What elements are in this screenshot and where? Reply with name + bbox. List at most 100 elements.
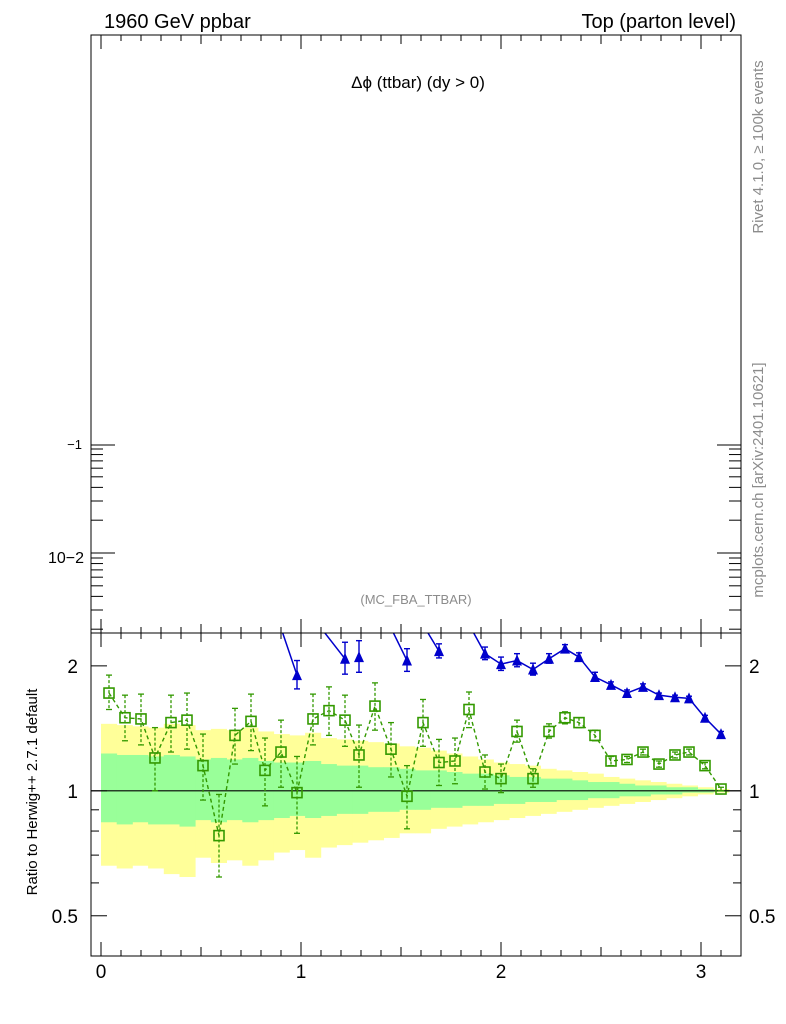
band-1-bin-21 xyxy=(430,770,447,808)
y-tick-label: 1 xyxy=(67,782,78,803)
blue-point xyxy=(496,658,506,670)
green-point xyxy=(275,746,287,758)
green-point xyxy=(165,716,177,729)
band-1-bin-14 xyxy=(320,764,337,816)
band-1-bin-31 xyxy=(587,782,604,799)
ratio-panel-frame xyxy=(90,632,742,957)
blue-point xyxy=(606,678,616,690)
green-point xyxy=(229,729,241,742)
ratio-panel: 0 1 2 3 0.5 0.5 1 1 2 2 Ratio to Herwig++ 2.7.1 d… xyxy=(24,632,775,983)
green-point xyxy=(589,729,601,742)
green-point xyxy=(417,716,429,729)
process-label: Top (parton level) xyxy=(581,11,736,33)
band-1-bin-35 xyxy=(650,785,667,795)
band-1-bin-23 xyxy=(462,773,479,806)
green-series-line xyxy=(108,692,722,836)
green-point xyxy=(621,753,633,766)
band-1-bin-15 xyxy=(336,765,353,814)
green-point xyxy=(543,725,555,738)
x-tick-label: 0 xyxy=(96,962,107,983)
main-ytick-label-1e-2: 10−2 xyxy=(48,550,84,567)
blue-point xyxy=(684,692,694,704)
blue-point xyxy=(512,654,522,666)
band-1-bin-29 xyxy=(556,778,573,801)
green-point xyxy=(149,752,161,764)
blue-offscale-segment xyxy=(427,633,440,652)
blue-point xyxy=(622,687,632,699)
green-point xyxy=(323,704,335,717)
green-point xyxy=(527,772,539,785)
green-point xyxy=(573,716,585,729)
band-1-bin-17 xyxy=(367,767,384,812)
blue-point xyxy=(528,663,538,675)
green-point xyxy=(245,715,257,728)
green-point xyxy=(401,790,413,803)
y-tick-label: 0.5 xyxy=(52,907,78,928)
band-1-bin-37 xyxy=(681,787,698,793)
band-1-bin-2 xyxy=(132,754,149,823)
green-point xyxy=(213,829,225,842)
rivet-label: Rivet 4.1.0, ≥ 100k events xyxy=(750,60,767,233)
analysis-label: (MC_FBA_TTBAR) xyxy=(360,592,471,607)
band-1-bin-5 xyxy=(179,756,196,827)
main-panel: Δϕ (ttbar) (dy > 0) (MC_FBA_TTBAR) −1 10… xyxy=(48,34,742,634)
green-point xyxy=(449,755,461,767)
blue-point xyxy=(480,647,490,659)
blue-series-line xyxy=(484,647,722,735)
band-1-bin-7 xyxy=(210,757,227,823)
green-point xyxy=(699,759,711,772)
uncertainty-bands xyxy=(101,723,730,877)
band-1-bin-32 xyxy=(603,782,620,799)
y-tick-label-right: 2 xyxy=(749,657,760,678)
green-point xyxy=(715,783,727,795)
series-green-squares xyxy=(103,674,727,878)
blue-offscale-segment xyxy=(472,633,486,655)
main-title: Δϕ (ttbar) (dy > 0) xyxy=(351,73,485,92)
blue-point xyxy=(340,652,350,664)
green-point xyxy=(605,755,617,767)
blue-point xyxy=(560,642,570,654)
green-point xyxy=(653,758,665,770)
blue-point xyxy=(402,654,412,666)
blue-point xyxy=(700,711,710,723)
main-ytick-label-minus1: −1 xyxy=(67,437,82,452)
band-1-bin-19 xyxy=(399,768,416,810)
blue-point xyxy=(354,651,364,663)
green-point xyxy=(637,746,649,758)
band-1-bin-9 xyxy=(242,757,259,823)
band-1-bin-4 xyxy=(163,754,180,825)
band-1-bin-22 xyxy=(446,772,463,808)
band-1-bin-33 xyxy=(619,783,636,797)
green-point xyxy=(119,711,131,724)
mcplots-label: mcplots.cern.ch [arXiv:2401.10621] xyxy=(750,362,767,597)
green-point xyxy=(339,714,351,726)
ratio-axis-ticks: 0 1 2 3 0.5 0.5 1 1 2 2 xyxy=(52,633,775,983)
blue-point xyxy=(574,651,584,663)
y-tick-label-right: 1 xyxy=(749,782,760,803)
x-tick-label: 2 xyxy=(496,962,507,983)
green-point xyxy=(181,714,193,726)
blue-point xyxy=(638,680,648,692)
green-point xyxy=(353,749,365,761)
y-axis-label: Ratio to Herwig++ 2.7.1 default xyxy=(24,688,41,896)
blue-point xyxy=(544,652,554,664)
band-1-bin-24 xyxy=(477,773,494,806)
green-point xyxy=(307,713,319,725)
x-tick-label: 3 xyxy=(696,962,707,983)
blue-point xyxy=(590,671,600,683)
green-point xyxy=(197,759,209,772)
y-tick-label: 2 xyxy=(67,657,78,678)
green-point xyxy=(385,743,397,755)
band-1-bin-16 xyxy=(352,765,369,814)
blue-point xyxy=(654,689,664,701)
band-1-bin-20 xyxy=(415,770,432,810)
band-1-bin-1 xyxy=(116,754,133,825)
green-point xyxy=(511,725,523,738)
green-point xyxy=(433,756,445,769)
green-point xyxy=(369,700,381,712)
y-tick-label-right: 0.5 xyxy=(749,907,775,928)
main-panel-frame xyxy=(90,34,742,634)
blue-offscale-segment xyxy=(281,633,298,676)
green-point xyxy=(669,749,681,761)
